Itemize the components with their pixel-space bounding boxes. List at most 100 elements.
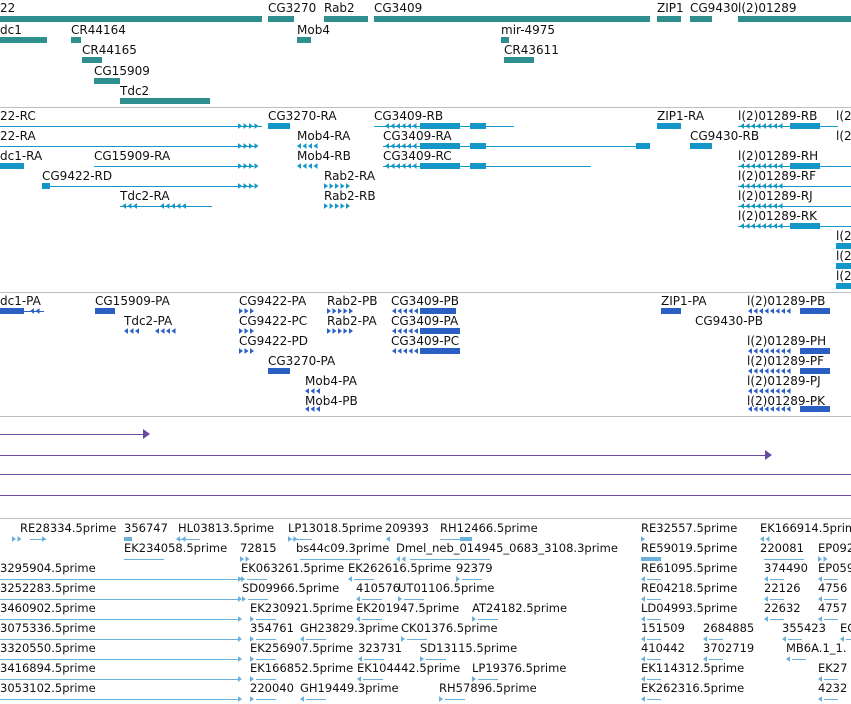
feature-label[interactable]: l(2)01289-PB — [747, 294, 826, 308]
feature-label[interactable]: 22 — [0, 1, 16, 15]
feature-label[interactable]: dc1-PA — [0, 294, 41, 308]
feature-label[interactable]: EP092 — [818, 541, 851, 555]
feature-label[interactable]: 72815 — [240, 541, 277, 555]
feature-label[interactable]: Rab2-RA — [324, 169, 376, 183]
feature-label[interactable]: CG3270-RA — [268, 109, 337, 123]
feature-label[interactable]: 92379 — [456, 561, 493, 575]
feature-label[interactable]: Rab2-PA — [327, 314, 377, 328]
feature-label[interactable]: dc1-RA — [0, 149, 43, 163]
feature-label[interactable]: RH12466.5prime — [440, 521, 538, 535]
feature-label[interactable]: 355423 — [782, 621, 826, 635]
feature-label[interactable]: CG9430-PB — [695, 314, 764, 328]
feature-label[interactable]: l(2)01289-RJ — [738, 189, 813, 203]
feature-label[interactable]: Mob4-PB — [305, 394, 358, 408]
feature-label[interactable]: l(2)01289-RB — [738, 109, 818, 123]
feature-label[interactable]: LD04993.5prime — [641, 601, 738, 615]
feature-label[interactable]: EK063261.5prime — [241, 561, 345, 575]
feature-label[interactable]: 4756 — [818, 581, 848, 595]
feature-label[interactable]: SD13115.5prime — [420, 641, 518, 655]
feature-label[interactable]: 151509 — [641, 621, 685, 635]
feature-label[interactable]: CG9430-RB — [690, 129, 760, 143]
feature-label[interactable]: CG3409-RA — [383, 129, 452, 143]
feature-label[interactable]: l(2 — [836, 269, 851, 283]
feature-label[interactable]: CG15909-PA — [95, 294, 170, 308]
feature-label[interactable]: EK234058.5prime — [124, 541, 228, 555]
feature-label[interactable]: CG3409-PC — [391, 334, 460, 348]
feature-label[interactable]: l(2)01289-PJ — [747, 374, 821, 388]
feature-label[interactable]: EK27 — [818, 661, 848, 675]
feature-label[interactable]: LP19376.5prime — [472, 661, 567, 675]
feature-label[interactable]: CR43611 — [504, 43, 559, 57]
feature-label[interactable]: SD09966.5prime — [242, 581, 340, 595]
feature-label[interactable]: Tdc2-PA — [124, 314, 173, 328]
feature-label[interactable]: 410442 — [641, 641, 685, 655]
feature-label[interactable]: MB6A.1_1. — [786, 641, 847, 655]
feature-label[interactable]: CG9422-PC — [239, 314, 308, 328]
feature-label[interactable]: EK166852.5prime — [250, 661, 354, 675]
feature-label[interactable]: Mob4 — [297, 23, 330, 37]
feature-label[interactable]: EC — [840, 621, 851, 635]
feature-label[interactable]: l(2)01289-RH — [738, 149, 819, 163]
feature-label[interactable]: l(2)01289-PH — [747, 334, 827, 348]
feature-label[interactable]: l(2 — [836, 229, 851, 243]
feature-label[interactable]: RE59019.5prime — [641, 541, 738, 555]
feature-label[interactable]: 22-RC — [0, 109, 36, 123]
feature-label[interactable]: CR44165 — [82, 43, 137, 57]
feature-label[interactable]: Rab2-PB — [327, 294, 378, 308]
feature-label[interactable]: l(2)01289 — [738, 1, 797, 15]
feature-label[interactable]: 4757 — [818, 601, 848, 615]
feature-label[interactable]: 374490 — [764, 561, 808, 575]
feature-label[interactable]: EK262316.5prime — [641, 681, 745, 695]
feature-label[interactable]: EK201947.5prime — [356, 601, 460, 615]
feature-label[interactable]: 2684885 — [703, 621, 755, 635]
feature-label[interactable]: CG15909 — [94, 64, 150, 78]
feature-label[interactable]: RE28334.5prime — [20, 521, 117, 535]
feature-label[interactable]: Mob4-RA — [297, 129, 351, 143]
feature-label[interactable]: Rab2 — [324, 1, 355, 15]
feature-label[interactable]: 220081 — [760, 541, 804, 555]
feature-label[interactable]: EK114312.5prime — [641, 661, 745, 675]
feature-label[interactable]: 354761 — [250, 621, 294, 635]
feature-label[interactable]: l(2 — [836, 109, 851, 123]
feature-label[interactable]: CG9422-RD — [42, 169, 113, 183]
feature-label[interactable]: 3252283.5prime — [0, 581, 96, 595]
feature-label[interactable]: mir-4975 — [501, 23, 556, 37]
feature-label[interactable]: Mob4-PA — [305, 374, 357, 388]
feature-label[interactable]: CG9422-PA — [239, 294, 307, 308]
feature-label[interactable]: EK256907.5prime — [250, 641, 354, 655]
feature-label[interactable]: Tdc2-RA — [120, 189, 170, 203]
feature-label[interactable]: Rab2-RB — [324, 189, 376, 203]
feature-label[interactable]: 22632 — [764, 601, 801, 615]
feature-label[interactable]: 3053102.5prime — [0, 681, 96, 695]
feature-label[interactable]: 3702719 — [703, 641, 755, 655]
feature-label[interactable]: CG3409-RC — [383, 149, 452, 163]
feature-label[interactable]: CG9422-PD — [239, 334, 309, 348]
feature-label[interactable]: CG15909-RA — [94, 149, 171, 163]
feature-label[interactable]: GH23829.3prime — [300, 621, 399, 635]
feature-label[interactable]: EP059 — [818, 561, 851, 575]
feature-label[interactable]: 4232 — [818, 681, 848, 695]
feature-label[interactable]: bs44c09.3prime — [296, 541, 390, 555]
feature-label[interactable]: l(2)01289-RF — [738, 169, 817, 183]
feature-label[interactable]: ZIP1-PA — [661, 294, 707, 308]
feature-label[interactable]: CG3409-RB — [374, 109, 444, 123]
feature-label[interactable]: ZIP1-RA — [657, 109, 705, 123]
feature-label[interactable]: EK166914.5prime — [760, 521, 851, 535]
feature-label[interactable]: 3320550.5prime — [0, 641, 96, 655]
feature-label[interactable]: 323731 — [358, 641, 402, 655]
feature-label[interactable]: 22126 — [764, 581, 801, 595]
feature-label[interactable]: l(2 — [836, 249, 851, 263]
feature-label[interactable]: CG3409-PB — [391, 294, 460, 308]
feature-label[interactable]: 3075336.5prime — [0, 621, 96, 635]
feature-label[interactable]: GH19449.3prime — [300, 681, 399, 695]
feature-label[interactable]: Mob4-RB — [297, 149, 351, 163]
feature-label[interactable]: Dmel_neb_014945_0683_3108.3prime — [396, 541, 618, 555]
feature-label[interactable]: CG3270-PA — [268, 354, 336, 368]
feature-label[interactable]: RH57896.5prime — [439, 681, 537, 695]
feature-label[interactable]: CG3409 — [374, 1, 423, 15]
feature-label[interactable]: 356747 — [124, 521, 168, 535]
feature-label[interactable]: ZIP1 — [657, 1, 684, 15]
feature-label[interactable]: UT01106.5prime — [398, 581, 495, 595]
feature-label[interactable]: 3416894.5prime — [0, 661, 96, 675]
feature-label[interactable]: EK104442.5prime — [357, 661, 461, 675]
